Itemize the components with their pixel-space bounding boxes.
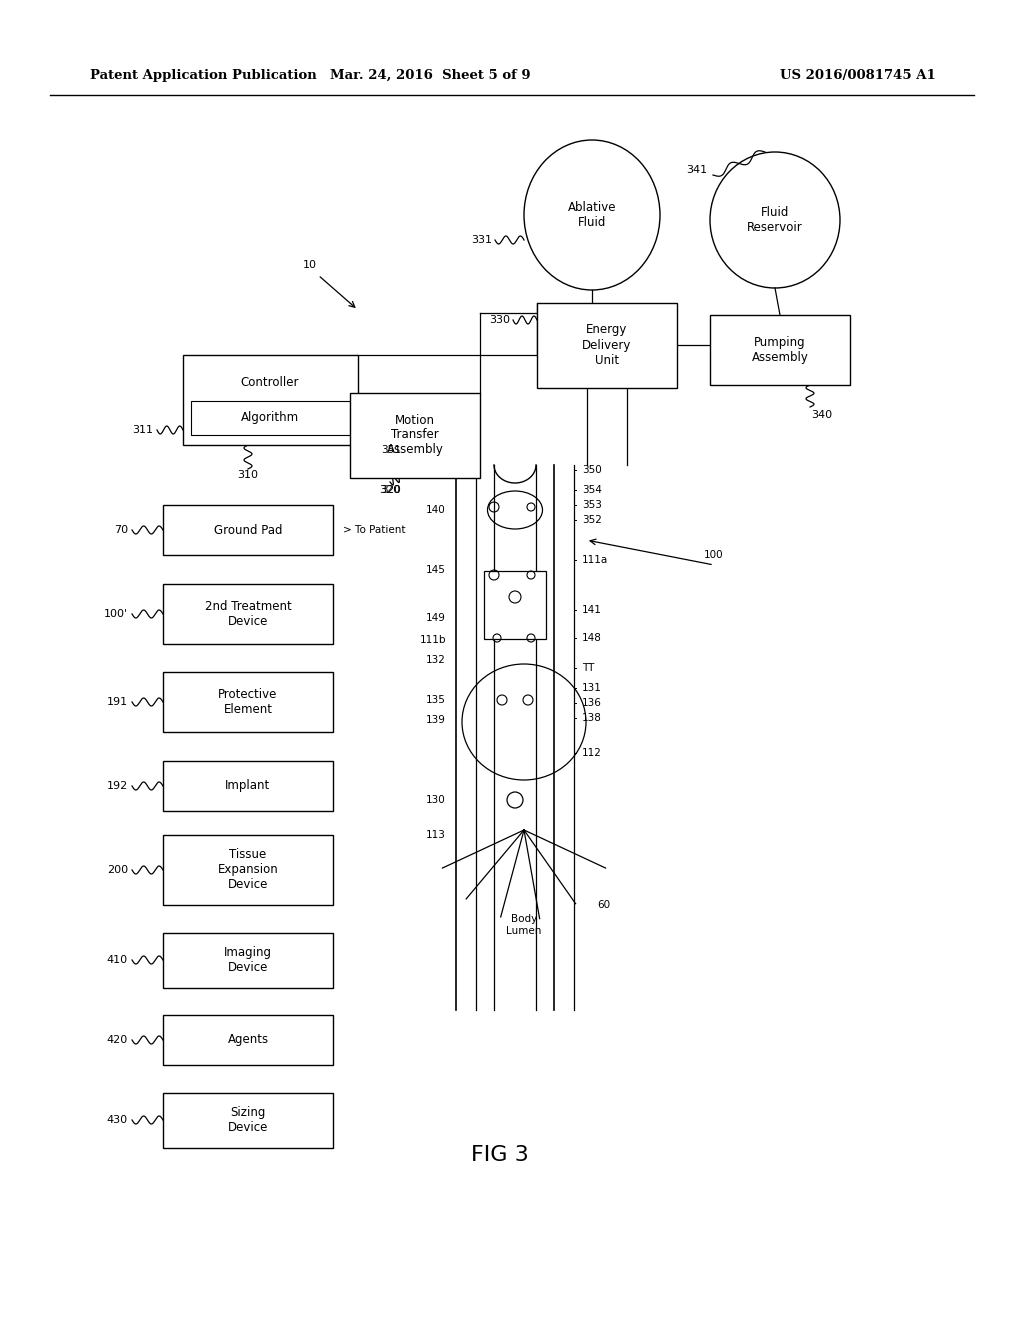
Text: 138: 138 [582,713,602,723]
Text: Motion
Transfer
Assembly: Motion Transfer Assembly [387,413,443,457]
Text: 135: 135 [426,696,446,705]
Text: 139: 139 [426,715,446,725]
Text: 200: 200 [106,865,128,875]
Text: 311: 311 [132,425,153,436]
Text: 310: 310 [238,470,258,480]
Text: 420: 420 [106,1035,128,1045]
Bar [163,1015,333,1065]
Bar [537,302,677,388]
Text: 352: 352 [582,515,602,525]
Text: Protective
Element: Protective Element [218,688,278,715]
Text: Controller: Controller [241,375,299,388]
Bar [190,401,349,436]
Text: 340: 340 [811,411,833,420]
Bar [163,762,333,810]
Text: 140: 140 [426,506,446,515]
Text: Agents: Agents [227,1034,268,1047]
Text: Sizing
Device: Sizing Device [227,1106,268,1134]
Text: 130: 130 [426,795,446,805]
Text: 10: 10 [303,260,317,271]
Text: 131: 131 [582,682,602,693]
Text: 353: 353 [582,500,602,510]
Text: 111b: 111b [420,635,446,645]
Text: Fluid
Reservoir: Fluid Reservoir [748,206,803,234]
Bar [163,836,333,906]
Text: Mar. 24, 2016  Sheet 5 of 9: Mar. 24, 2016 Sheet 5 of 9 [330,69,530,82]
Bar [484,572,546,639]
Text: Ground Pad: Ground Pad [214,524,283,536]
Text: 148: 148 [582,634,602,643]
Text: Ablative
Fluid: Ablative Fluid [567,201,616,228]
Text: 320: 320 [381,484,401,495]
Text: 141: 141 [582,605,602,615]
Circle shape [507,792,523,808]
Text: Body
Lumen: Body Lumen [506,915,542,936]
Text: 331: 331 [471,235,492,246]
Text: 430: 430 [106,1115,128,1125]
Text: 149: 149 [426,612,446,623]
Bar [163,1093,333,1147]
Text: US 2016/0081745 A1: US 2016/0081745 A1 [780,69,936,82]
Text: 350: 350 [582,465,602,475]
Text: Implant: Implant [225,780,270,792]
Text: Algorithm: Algorithm [241,412,299,425]
Text: 330: 330 [489,315,510,325]
Text: 100: 100 [705,550,724,560]
Text: 112: 112 [582,748,602,758]
Text: Pumping
Assembly: Pumping Assembly [752,337,808,364]
Text: 191: 191 [106,697,128,708]
Text: 113: 113 [426,830,446,840]
Bar [163,672,333,733]
Text: 351: 351 [381,445,401,455]
Text: 145: 145 [426,565,446,576]
Text: 70: 70 [114,525,128,535]
Text: 136: 136 [582,698,602,708]
Bar [182,355,357,445]
Text: 341: 341 [686,165,708,176]
Bar [163,506,333,554]
Text: > To Patient: > To Patient [343,525,406,535]
Text: 320: 320 [380,484,400,495]
Text: Imaging
Device: Imaging Device [224,946,272,974]
Text: TT: TT [582,663,594,673]
Bar [350,392,480,478]
Text: 132: 132 [426,655,446,665]
Text: 60: 60 [597,900,610,909]
Text: 192: 192 [106,781,128,791]
Text: 100': 100' [103,609,128,619]
Bar [163,932,333,987]
Text: FIG 3: FIG 3 [471,1144,528,1166]
Text: 354: 354 [582,484,602,495]
Text: 2nd Treatment
Device: 2nd Treatment Device [205,601,292,628]
Bar [163,583,333,644]
Text: Tissue
Expansion
Device: Tissue Expansion Device [218,849,279,891]
Text: Energy
Delivery
Unit: Energy Delivery Unit [583,323,632,367]
Text: 410: 410 [106,954,128,965]
Text: Patent Application Publication: Patent Application Publication [90,69,316,82]
Bar [710,315,850,385]
Text: 111a: 111a [582,554,608,565]
